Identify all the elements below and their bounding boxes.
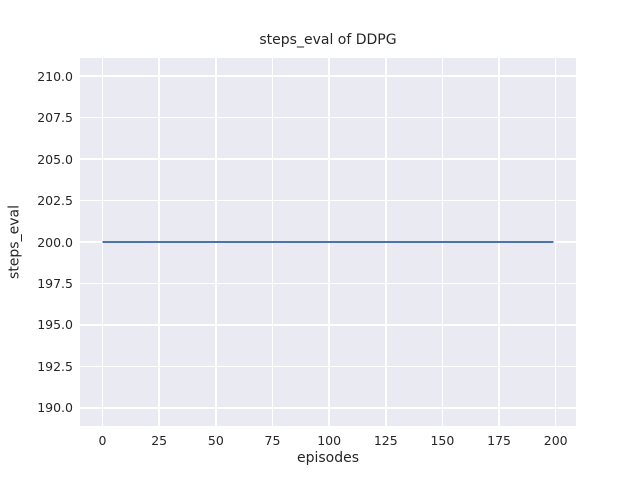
x-tick-label: 200 [543, 433, 568, 448]
gridline-horizontal [80, 365, 576, 368]
gridline-horizontal [80, 282, 576, 285]
y-tick-label: 202.5 [37, 193, 73, 209]
gridline-horizontal [80, 75, 576, 77]
x-tick-label: 75 [264, 433, 281, 448]
x-tick-label: 25 [151, 433, 168, 448]
y-tick-label: 210.0 [37, 68, 73, 84]
x-tick-label: 175 [487, 433, 511, 448]
y-tick-label: 192.5 [37, 358, 73, 374]
plot-area [80, 58, 576, 426]
x-axis-label: episodes [296, 450, 360, 466]
x-tick-label: 100 [317, 433, 342, 448]
gridline-horizontal [80, 158, 576, 160]
x-tick-label: 125 [373, 433, 398, 448]
gridline-horizontal [80, 116, 576, 119]
y-tick-label: 200.0 [37, 234, 73, 250]
gridline-horizontal [80, 407, 576, 409]
y-tick-label: 197.5 [37, 275, 73, 291]
y-tick-label: 205.0 [37, 151, 73, 167]
x-tick-label: 50 [207, 433, 224, 448]
x-tick-label: 0 [98, 433, 107, 448]
series-layer [102, 241, 554, 243]
y-tick-label: 190.0 [37, 400, 73, 416]
gridline-horizontal [80, 199, 576, 202]
x-tick-label: 150 [430, 433, 455, 448]
y-tick-label: 195.0 [37, 317, 73, 333]
y-tick-label: 207.5 [37, 110, 73, 126]
gridline-horizontal [80, 324, 576, 326]
chart-title: steps_eval of DDPG [259, 32, 397, 48]
